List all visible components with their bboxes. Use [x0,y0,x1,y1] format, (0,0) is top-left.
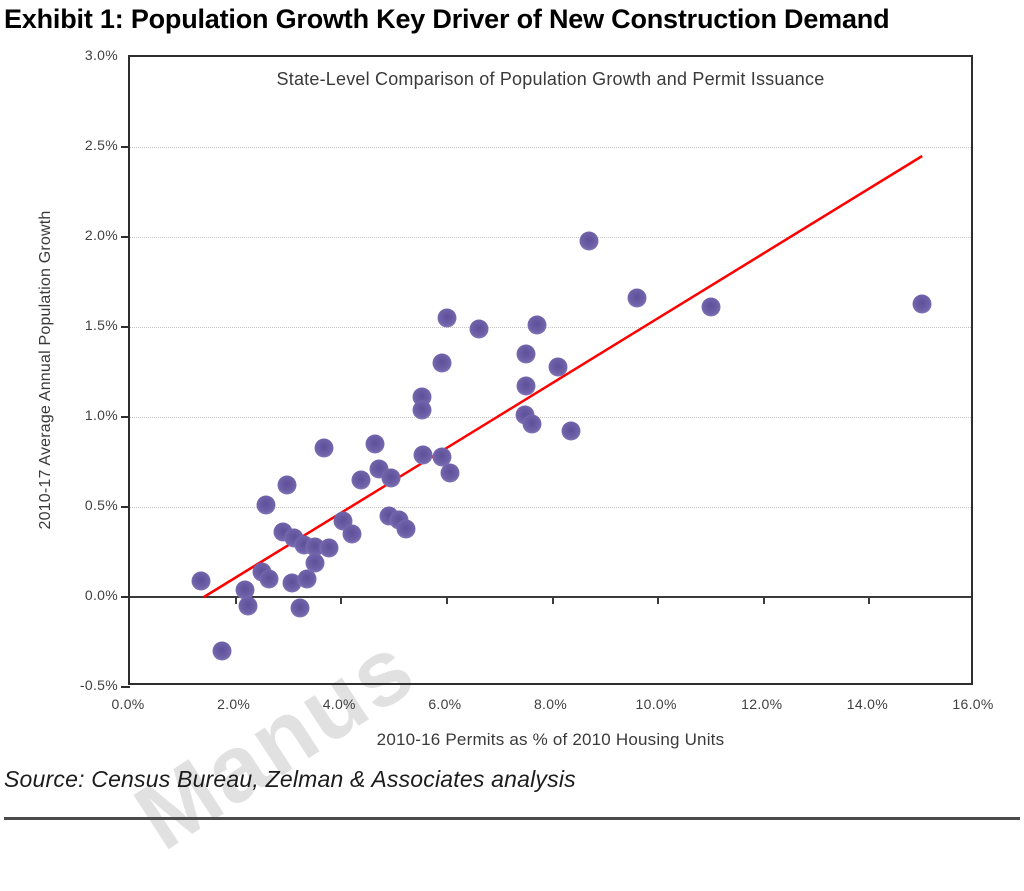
source-note: Source: Census Bureau, Zelman & Associat… [4,766,576,792]
gridline [130,327,971,328]
scatter-point [412,400,432,420]
scatter-point [238,596,258,616]
scatter-point [259,569,279,589]
scatter-point [522,414,542,434]
x-axis-title: 2010-16 Permits as % of 2010 Housing Uni… [376,730,725,749]
y-tick-mark [121,506,130,508]
x-tick-label: 2.0% [217,696,251,712]
scatter-point [297,569,317,589]
scatter-point [912,294,932,314]
zero-axis-line [130,596,971,598]
scatter-point [627,288,647,308]
gridline [130,507,971,508]
scatter-point [290,598,310,618]
scatter-point [235,580,255,600]
x-tick-mark [551,597,554,604]
scatter-point [314,438,334,458]
y-tick-mark [121,236,130,238]
y-tick-label: 2.0% [84,227,118,243]
scatter-point [516,344,536,364]
scatter-point [432,447,452,467]
y-tick-mark [121,326,130,328]
scatter-point [282,573,302,593]
scatter-point [381,468,401,488]
page-title: Exhibit 1: Population Growth Key Driver … [4,4,890,34]
x-tick-label: 16.0% [952,696,994,712]
x-tick-label: 0.0% [111,696,145,712]
scatter-point [305,553,325,573]
x-tick-mark [234,597,237,604]
scatter-point [440,463,460,483]
scatter-point [256,495,276,515]
scatter-point [579,231,599,251]
scatter-point [191,571,211,591]
x-tick-label: 6.0% [428,696,462,712]
y-tick-label: 0.5% [84,497,118,513]
x-tick-label: 12.0% [741,696,783,712]
bottom-rule [4,817,1020,820]
y-tick-mark [121,686,130,688]
y-tick-label: 1.0% [84,407,118,423]
chart-subtitle: State-Level Comparison of Population Gro… [276,69,825,89]
scatter-point [212,641,232,661]
scatter-point [548,357,568,377]
y-tick-mark [121,146,130,148]
y-tick-label: 2.5% [84,137,118,153]
y-tick-label: 3.0% [84,47,118,63]
x-tick-label: 10.0% [635,696,677,712]
y-tick-label: 0.0% [84,587,118,603]
scatter-point [432,353,452,373]
x-tick-mark [868,597,871,604]
trend-line [203,154,923,599]
scatter-point [342,524,362,544]
scatter-point [469,319,489,339]
x-tick-mark [657,597,660,604]
scatter-point [351,470,371,490]
x-tick-label: 4.0% [322,696,356,712]
gridline [130,237,971,238]
scatter-point [437,308,457,328]
chart-plot-area: State-Level Comparison of Population Gro… [121,55,973,688]
scatter-point [561,421,581,441]
exhibit-page: Manus Exhibit 1: Population Growth Key D… [4,4,1020,869]
y-tick-mark [121,596,130,598]
gridline [130,147,971,148]
y-axis-title: 2010-17 Average Annual Population Growth [37,210,54,530]
scatter-point [516,376,536,396]
plot-layers [121,57,971,688]
y-tick-mark [121,416,130,418]
scatter-point [701,297,721,317]
x-tick-label: 14.0% [846,696,888,712]
x-tick-label: 8.0% [533,696,568,712]
x-tick-mark [762,597,765,604]
y-tick-label: 1.5% [84,317,118,333]
scatter-point [396,519,416,539]
y-tick-label: -0.5% [79,677,118,693]
scatter-point [413,445,433,465]
x-tick-mark [340,597,343,604]
scatter-point [319,538,339,558]
x-tick-mark [445,597,448,604]
gridline [130,417,971,418]
scatter-point [277,475,297,495]
scatter-point [527,315,547,335]
scatter-point [365,434,385,454]
